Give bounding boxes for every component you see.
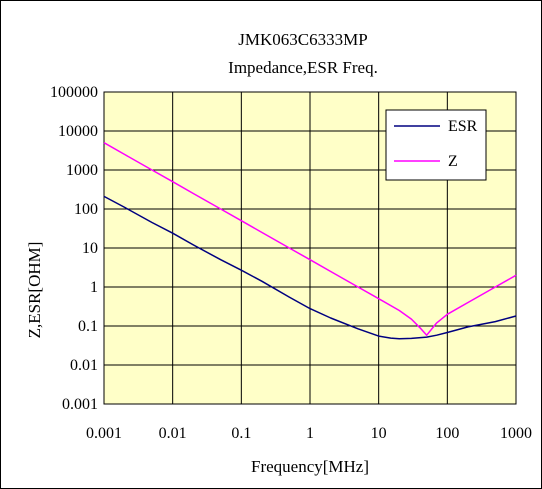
y-tick-label: 0.001 [62,396,98,413]
y-tick-label: 0.1 [78,318,98,335]
series-line-esr [103,195,517,340]
x-tick-label: 10 [371,425,387,442]
legend-label-z: Z [448,153,458,170]
x-tick-label: 1 [306,425,314,442]
legend-box [385,109,487,181]
series-lines [103,142,517,340]
x-axis-label: Frequency[MHz] [251,457,369,476]
tick-labels: 0.001 0.01 0.1 1 10 100 1000 0.001 0.01 0.1 1 10 100… [50,84,532,442]
chart-subtitle: Impedance,ESR Freq. [228,58,378,77]
y-tick-label: 1000 [66,162,98,179]
y-tick-label: 10 [82,240,98,257]
y-tick-label: 100000 [50,84,98,101]
series-line-z [103,142,517,336]
legend: ESR Z [385,109,487,181]
y-tick-label: 100 [74,201,98,218]
y-axis-label: Z,ESR[OHM] [25,242,44,339]
y-tick-label: 1 [90,279,98,296]
x-tick-label: 0.01 [159,425,187,442]
legend-label-esr: ESR [448,118,478,135]
x-tick-label: 0.001 [86,425,122,442]
x-tick-label: 1000 [500,425,532,442]
y-tick-label: 10000 [58,123,98,140]
x-tick-label: 0.1 [231,425,251,442]
x-tick-label: 100 [435,425,459,442]
chart-title: JMK063C6333MP [238,30,367,49]
y-tick-label: 0.01 [70,357,98,374]
